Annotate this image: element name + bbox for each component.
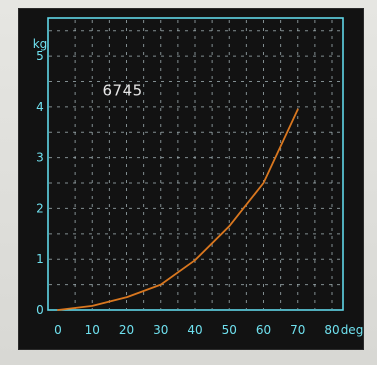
y-axis-label: kg [33, 37, 48, 51]
curve-annotation: 6745 [103, 82, 143, 100]
plot-frame [47, 17, 344, 311]
x-tick-label: 30 [153, 323, 168, 337]
y-tick-label: 0 [36, 303, 44, 317]
y-tick-label: 2 [36, 201, 44, 215]
y-tick-label: 3 [36, 151, 44, 165]
x-tick-label: 60 [256, 323, 271, 337]
y-tick-label: 4 [36, 100, 44, 114]
x-tick-label: 50 [222, 323, 237, 337]
y-tick-label: 1 [36, 252, 44, 266]
series-line [57, 108, 299, 311]
x-axis-label: deg [341, 323, 364, 337]
chart-svg: 0 1 2 3 4 5kg 0 10 20 30 40 50 60 70 80 deg 6745 [33, 17, 364, 337]
x-tick-label: 40 [187, 323, 202, 337]
x-tick-label: 20 [119, 323, 134, 337]
x-tick-label: 80 [324, 323, 339, 337]
x-tick-label: 0 [54, 323, 62, 337]
x-tick-label: 10 [85, 323, 100, 337]
oscilloscope-screen: 0 1 2 3 4 5 kg 0 10 20 30 40 50 60 70 80 deg 6745 [18, 8, 364, 350]
x-tick-label: 70 [290, 323, 305, 337]
y-tick-label: 5 [36, 49, 44, 63]
